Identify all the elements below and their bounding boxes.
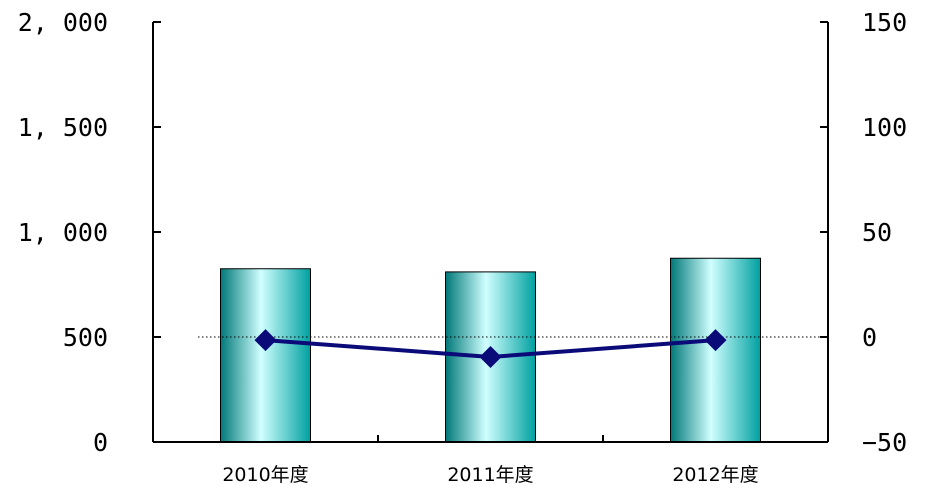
right-tick-label: 150	[862, 8, 907, 37]
right-tick-label: 100	[862, 113, 907, 142]
left-tick-label: 1, 500	[18, 113, 108, 142]
left-tick-label: 0	[93, 428, 108, 457]
right-tick-label: 0	[862, 323, 877, 352]
category-label: 2012年度	[672, 464, 758, 486]
line-marker	[254, 329, 277, 352]
right-tick-label: −50	[862, 428, 907, 457]
right-tick-label: 50	[862, 218, 892, 247]
axes-layer	[152, 21, 829, 443]
left-tick-label: 500	[63, 323, 108, 352]
category-label: 2010年度	[222, 464, 308, 486]
line-marker	[704, 329, 727, 352]
left-tick-label: 2, 000	[18, 8, 108, 37]
labels-layer: 0 500 1, 000 1, 500 2, 000 −50 0 50 100 150 2010年度…	[18, 8, 907, 486]
category-label: 2011年度	[447, 464, 533, 486]
bar	[220, 268, 311, 443]
line-layer	[254, 329, 727, 368]
left-tick-label: 1, 000	[18, 218, 108, 247]
line-marker	[479, 345, 502, 368]
